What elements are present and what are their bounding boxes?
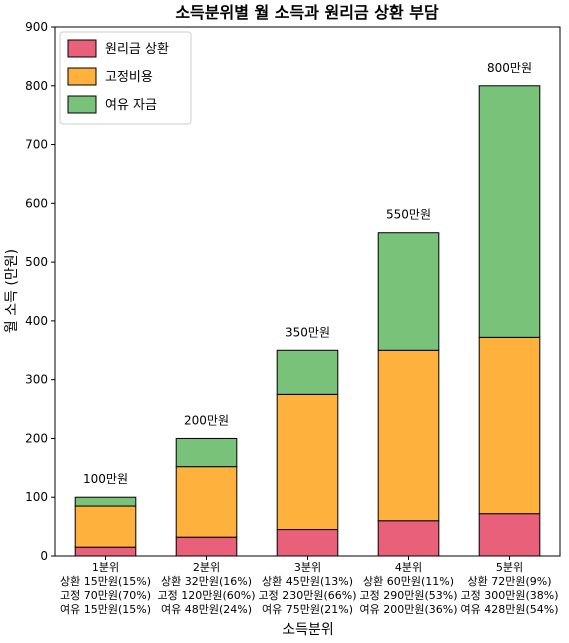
y-tick-label: 200	[25, 431, 48, 445]
legend-swatch	[67, 95, 97, 114]
y-axis: 0 100 200 300 400 500 600 700 800 900	[25, 20, 55, 563]
bar-segment	[74, 505, 137, 548]
legend-label: 고정비용	[105, 70, 153, 85]
x-axis-label: 소득분위	[282, 622, 334, 638]
bar-total-labels: 100만원 200만원 350만원 550만원 800만원	[83, 61, 532, 486]
y-tick-label: 0	[40, 549, 48, 563]
x-tick-sublabel: 여유 15만원(15%)	[60, 603, 151, 616]
bar-segment	[377, 520, 440, 557]
y-tick-label: 600	[25, 196, 48, 210]
y-tick-label: 700	[25, 138, 48, 152]
chart-title: 소득분위별 월 소득과 원리금 상환 부담	[175, 3, 439, 22]
bar-segment	[276, 393, 339, 531]
y-axis-label: 월 소득 (만원)	[4, 249, 20, 333]
legend-swatch	[67, 67, 97, 86]
x-tick-sublabel: 상환 45만원(13%)	[262, 575, 353, 588]
x-tick-sublabel: 상환 72만원(9%)	[467, 575, 551, 588]
bar-total-label: 100만원	[83, 472, 128, 486]
bar-segment	[478, 513, 541, 557]
bar-segment	[175, 437, 238, 468]
x-tick-sublabel: 여유 428만원(54%)	[460, 603, 558, 616]
y-tick-label: 800	[25, 79, 48, 93]
y-tick-label: 100	[25, 490, 48, 504]
y-tick-label: 400	[25, 314, 48, 328]
legend-label: 원리금 상환	[105, 42, 169, 57]
x-tick-sublabel: 고정 120만원(60%)	[157, 589, 255, 602]
x-tick-sublabel: 여유 75만원(21%)	[262, 603, 353, 616]
x-tick-label: 1분위	[92, 561, 119, 574]
bars-layer	[74, 85, 541, 557]
bar-segment	[478, 85, 541, 338]
bar-segment	[377, 349, 440, 522]
bar-segment	[74, 496, 137, 507]
bar-total-label: 800만원	[487, 61, 532, 75]
bar-segment	[175, 536, 238, 557]
x-tick-sublabel: 고정 70만원(70%)	[60, 589, 151, 602]
legend-swatch	[67, 39, 97, 58]
y-tick-label: 900	[25, 20, 48, 34]
x-tick-label: 5분위	[496, 561, 523, 574]
y-tick-label: 500	[25, 255, 48, 269]
bar-segment	[377, 232, 440, 351]
bar-total-label: 350만원	[285, 325, 330, 339]
plot-frame	[54, 26, 561, 557]
bar-segment	[276, 349, 339, 395]
legend-label: 여유 자금	[105, 98, 157, 113]
bar-total-label: 200만원	[184, 413, 229, 427]
bar-segment	[74, 546, 137, 557]
x-tick-sublabel: 상환 60만원(11%)	[363, 575, 454, 588]
x-tick-label: 3분위	[294, 561, 321, 574]
bar-total-label: 550만원	[386, 208, 431, 222]
bar-segment	[478, 336, 541, 515]
x-tick-sublabel: 고정 230만원(66%)	[258, 589, 356, 602]
x-tick-sublabel: 여유 48만원(24%)	[161, 603, 252, 616]
x-tick-label: 2분위	[193, 561, 220, 574]
x-tick-sublabel: 상환 32만원(16%)	[161, 575, 252, 588]
y-tick-label: 300	[25, 373, 48, 387]
bar-segment	[175, 466, 238, 538]
x-tick-label: 4분위	[395, 561, 422, 574]
x-tick-sublabel: 여유 200만원(36%)	[359, 603, 457, 616]
x-tick-sublabel: 고정 300만원(38%)	[460, 589, 558, 602]
x-tick-sublabel: 고정 290만원(53%)	[359, 589, 457, 602]
bar-segment	[276, 529, 339, 557]
x-tick-sublabel: 상환 15만원(15%)	[60, 575, 151, 588]
